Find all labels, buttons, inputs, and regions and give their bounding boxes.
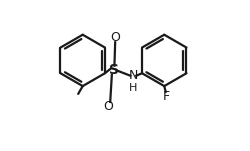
Text: S: S xyxy=(109,63,119,77)
Text: O: O xyxy=(104,100,113,113)
Text: F: F xyxy=(162,90,170,103)
Text: H: H xyxy=(129,83,138,93)
Text: O: O xyxy=(110,31,120,44)
Text: N: N xyxy=(128,69,138,82)
